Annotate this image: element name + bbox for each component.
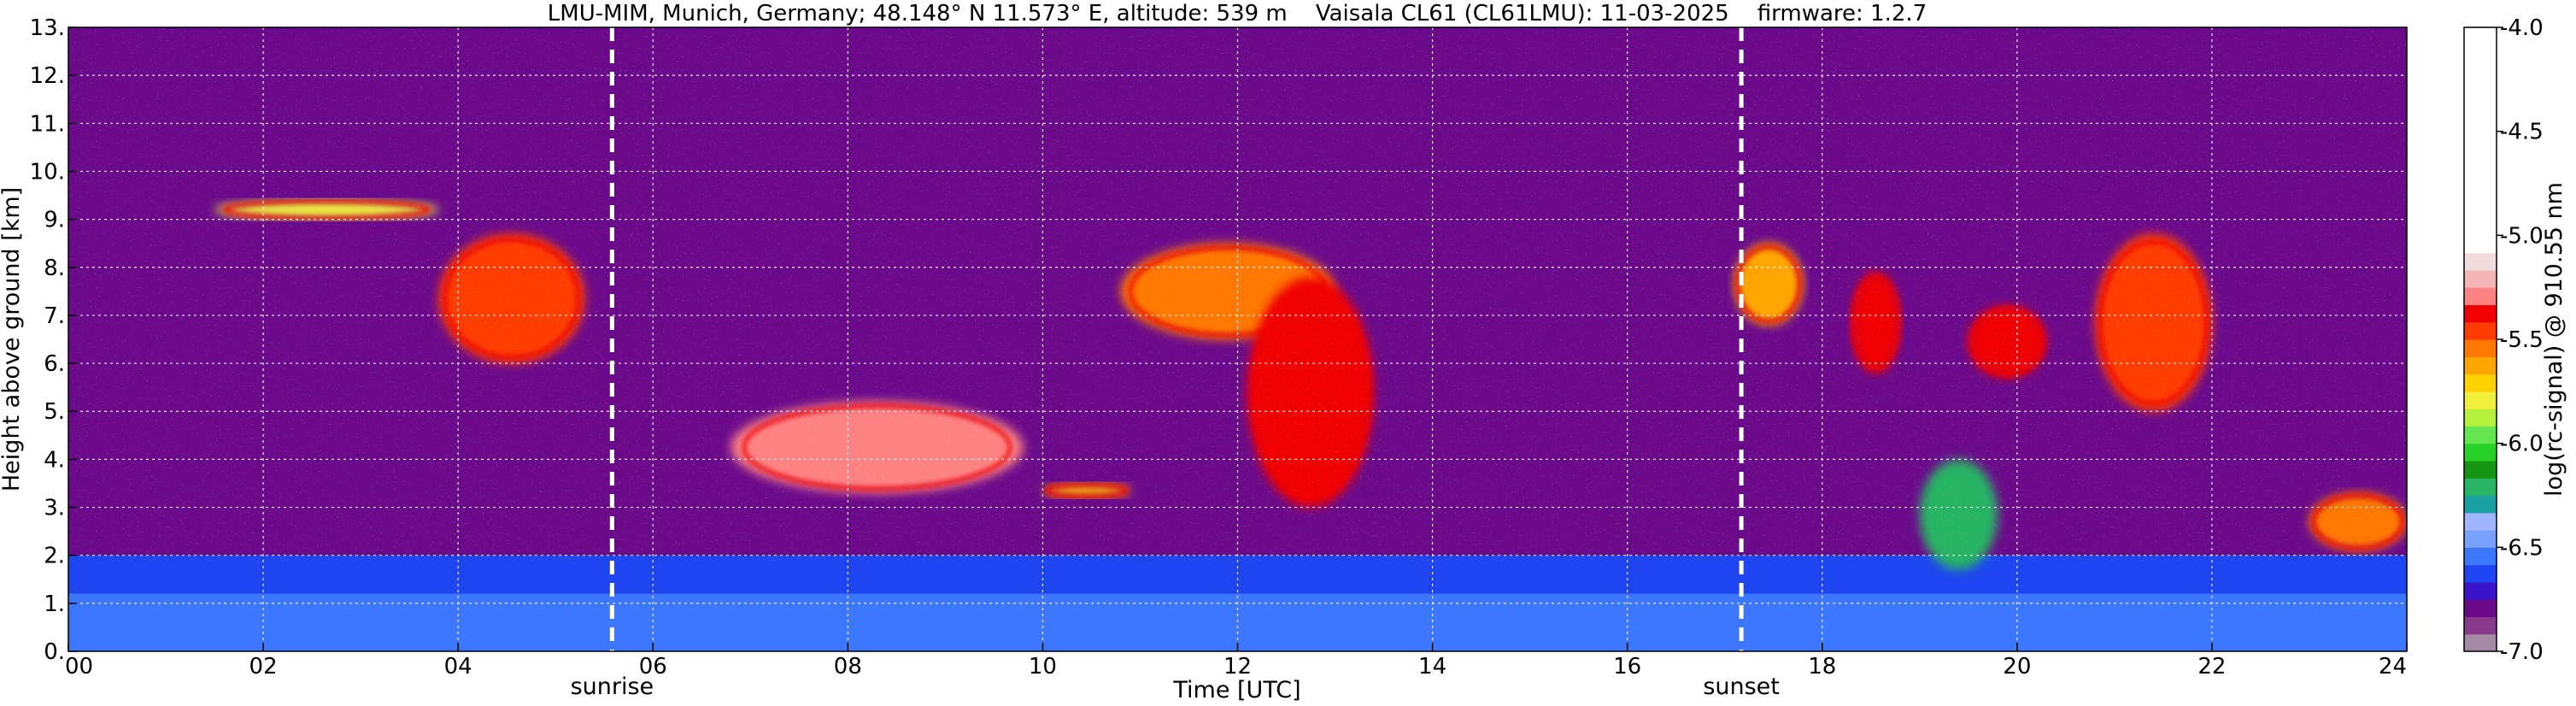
- colorbar-tick-label: -5.0: [2500, 223, 2544, 249]
- colorbar-segment: [2464, 252, 2497, 271]
- y-tick-label: 13.: [30, 15, 65, 41]
- colorbar-segment: [2464, 287, 2497, 306]
- y-tick-label: 1.: [44, 591, 65, 617]
- colorbar-tick-label: -6.0: [2500, 432, 2544, 457]
- colorbar-segment: [2464, 495, 2497, 514]
- y-tick-label: 7.: [44, 303, 65, 329]
- colorbar-segment: [2464, 391, 2497, 409]
- x-tick-label: 12: [1223, 654, 1252, 680]
- colorbar-segment: [2464, 443, 2497, 462]
- sunset-label: sunset: [1703, 674, 1780, 700]
- x-tick-label: 24: [2379, 654, 2407, 680]
- x-tick-label: 16: [1613, 654, 1641, 680]
- x-tick-label: 22: [2198, 654, 2226, 680]
- colorbar-segment: [2464, 27, 2497, 236]
- colorbar: [2463, 26, 2497, 652]
- colorbar-tick-label: -4.5: [2500, 120, 2544, 145]
- colorbar-segment: [2464, 633, 2497, 652]
- x-tick-label: 18: [1808, 654, 1836, 680]
- plot-area: [68, 27, 2407, 651]
- y-tick-label: 9.: [44, 208, 65, 233]
- colorbar-segment: [2464, 321, 2497, 340]
- colorbar-segment: [2464, 339, 2497, 357]
- colorbar-tick-label: -5.5: [2500, 327, 2544, 353]
- colorbar-segment: [2464, 409, 2497, 427]
- colorbar-segment: [2464, 269, 2497, 288]
- colorbar-segment: [2464, 564, 2497, 583]
- x-axis-ticks: 00 02 04 06 08 10 12 14 16 18 20 22 24: [65, 643, 2408, 680]
- sun-annotations: [609, 27, 1744, 651]
- y-tick-label: 0.: [44, 639, 65, 665]
- y-tick-label: 8.: [44, 256, 65, 281]
- colorbar-segment: [2464, 599, 2497, 618]
- colorbar-segment: [2464, 512, 2497, 531]
- x-tick-label: 06: [639, 654, 667, 680]
- colorbar-segment: [2464, 426, 2497, 444]
- colorbar-segment: [2464, 547, 2497, 566]
- y-tick-label: 12.: [30, 63, 65, 89]
- colorbar-tick-label: -7.0: [2500, 639, 2544, 665]
- colorbar-segment: [2464, 581, 2497, 600]
- y-tick-label: 10.: [30, 159, 65, 185]
- y-axis-ticks: 0. 1. 2. 3. 4. 5. 6. 7. 8. 9. 10. 11. 12. 13.: [30, 15, 77, 665]
- x-tick-label: 02: [249, 654, 278, 680]
- colorbar-segment: [2464, 460, 2497, 479]
- colorbar-segment: [2464, 478, 2497, 497]
- x-tick-label: 08: [834, 654, 862, 680]
- colorbar-label: log(rc-signal) @ 910.55 nm: [2541, 182, 2567, 497]
- y-tick-label: 2.: [44, 544, 65, 569]
- y-tick-label: 6.: [44, 351, 65, 377]
- colorbar-segment: [2464, 616, 2497, 635]
- colorbar-segment: [2464, 235, 2497, 254]
- y-tick-label: 11.: [30, 111, 65, 137]
- colorbar-tick-label: -4.0: [2500, 15, 2544, 41]
- x-tick-label: 14: [1418, 654, 1446, 680]
- x-axis-label: Time [UTC]: [1172, 677, 1300, 703]
- chart-title: LMU-MIM, Munich, Germany; 48.148° N 11.5…: [548, 1, 1927, 26]
- sun-annotation-labels: sunrise sunset: [571, 674, 1780, 700]
- x-tick-label: 00: [65, 654, 93, 680]
- y-tick-label: 4.: [44, 447, 65, 473]
- y-tick-label: 3.: [44, 496, 65, 521]
- colorbar-segment: [2464, 356, 2497, 375]
- colorbar-segment: [2464, 304, 2497, 323]
- colorbar-ticks: -4.0 -4.5 -5.0 -5.5 -6.0 -6.5 -7.0: [2497, 15, 2544, 665]
- x-tick-label: 10: [1029, 654, 1057, 680]
- y-axis-label: Height above ground [km]: [0, 187, 25, 491]
- sunrise-label: sunrise: [571, 674, 654, 700]
- colorbar-tick-label: -6.5: [2500, 535, 2544, 561]
- y-tick-label: 5.: [44, 399, 65, 425]
- colorbar-segment: [2464, 374, 2497, 392]
- x-tick-label: 04: [444, 654, 472, 680]
- grid-lines: [68, 27, 2407, 651]
- colorbar-segment: [2464, 530, 2497, 548]
- x-tick-label: 20: [2003, 654, 2031, 680]
